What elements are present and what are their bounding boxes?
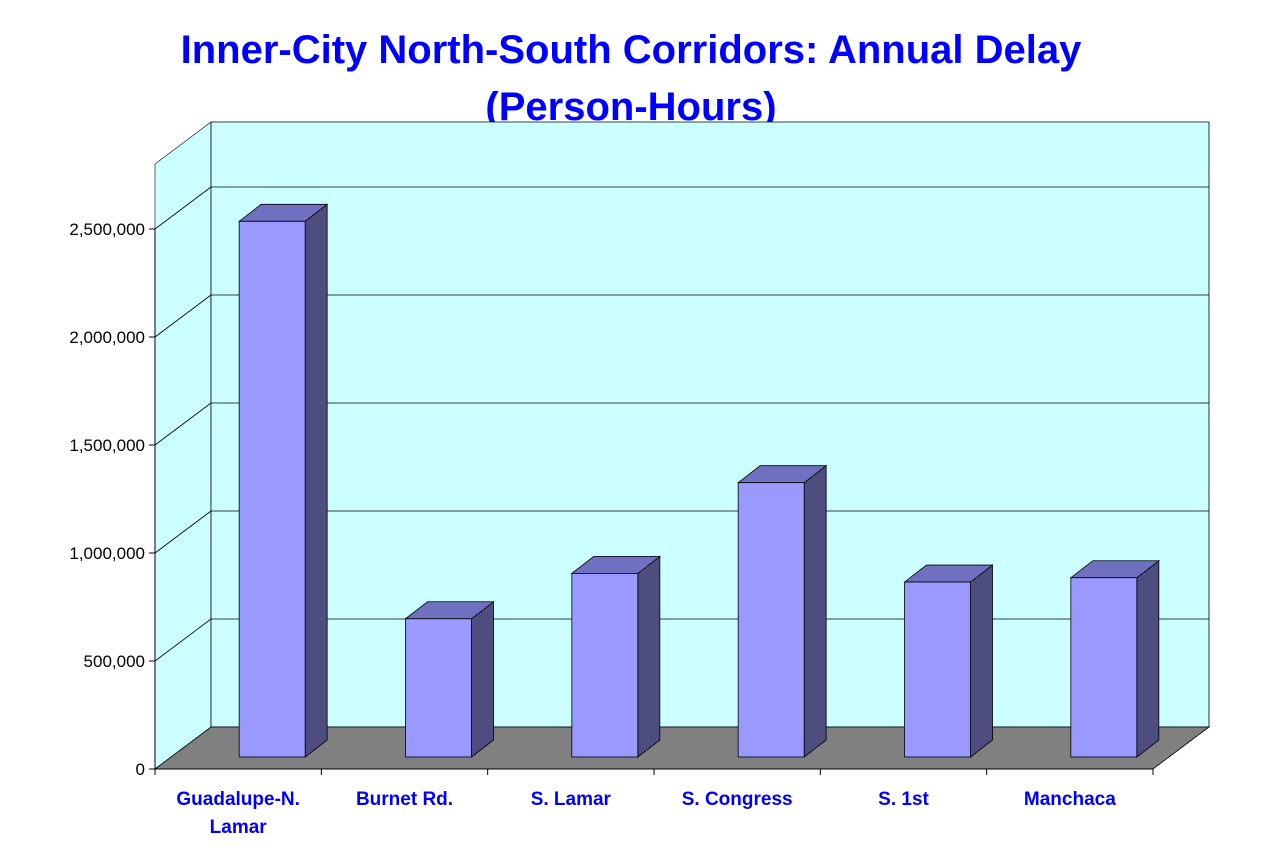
gridline-side xyxy=(154,294,212,338)
bar-side xyxy=(637,555,661,758)
x-tick-label-line: S. Lamar xyxy=(531,789,612,810)
y-tick-label: 500,000 xyxy=(84,652,145,671)
chart-title-line-1: Inner-City North-South Corridors: Annual… xyxy=(180,28,1082,72)
gridline-side xyxy=(154,510,212,554)
y-tick-label: 2,000,000 xyxy=(69,328,145,347)
bar xyxy=(404,600,495,758)
x-tick-label: Burnet Rd. xyxy=(356,789,453,810)
x-tick-label-line: Burnet Rd. xyxy=(356,789,453,810)
x-tick-label-line: Guadalupe-N. xyxy=(176,789,300,810)
gridlines xyxy=(154,186,1209,662)
bar-side xyxy=(970,564,993,758)
side-wall xyxy=(154,121,212,770)
x-tick-label: Manchaca xyxy=(1024,789,1116,810)
x-tick-label-line: Lamar xyxy=(210,817,268,838)
bar-side xyxy=(803,464,827,758)
bar xyxy=(570,555,662,758)
back-wall xyxy=(210,121,1210,728)
bar-front xyxy=(238,220,306,758)
bar-side xyxy=(1136,559,1160,758)
bar xyxy=(237,203,329,758)
bar-front xyxy=(405,618,472,758)
gridline-side xyxy=(154,402,212,446)
x-tick-label-line: S. Congress xyxy=(682,789,793,810)
x-tick-label: Guadalupe-N. Lamar xyxy=(176,789,300,838)
bar-front xyxy=(571,573,639,758)
gridline-side xyxy=(154,618,212,662)
x-tick-label: S. Congress xyxy=(682,789,793,810)
gridline-side xyxy=(154,186,212,230)
x-axis: Guadalupe-N. Lamar Burnet Rd. S. Lamar S. Co… xyxy=(154,768,1154,838)
y-axis: 0 500,000 1,000,000 1,500,000 2,000,000 2,500… xyxy=(69,220,156,779)
bar-front xyxy=(737,482,805,758)
chart-title: Inner-City North-South Corridors: Annual… xyxy=(0,22,1262,136)
y-tick-label: 0 xyxy=(136,760,145,779)
bar-front xyxy=(904,581,971,758)
bar-side xyxy=(471,600,494,758)
x-tick-label: S. Lamar xyxy=(531,789,612,810)
x-tick-label-line: Manchaca xyxy=(1024,789,1116,810)
bar-side xyxy=(304,203,328,758)
y-tick-label: 1,500,000 xyxy=(69,436,145,455)
bar-front xyxy=(1070,577,1138,758)
bar xyxy=(1069,559,1161,758)
x-tick-label: S. 1st xyxy=(878,789,929,810)
bar xyxy=(903,564,994,758)
bars xyxy=(237,203,1161,758)
bar xyxy=(736,464,828,758)
y-tick-label: 1,000,000 xyxy=(69,544,145,563)
y-tick-label: 2,500,000 xyxy=(69,220,145,239)
x-tick-label-line: S. 1st xyxy=(878,789,929,810)
